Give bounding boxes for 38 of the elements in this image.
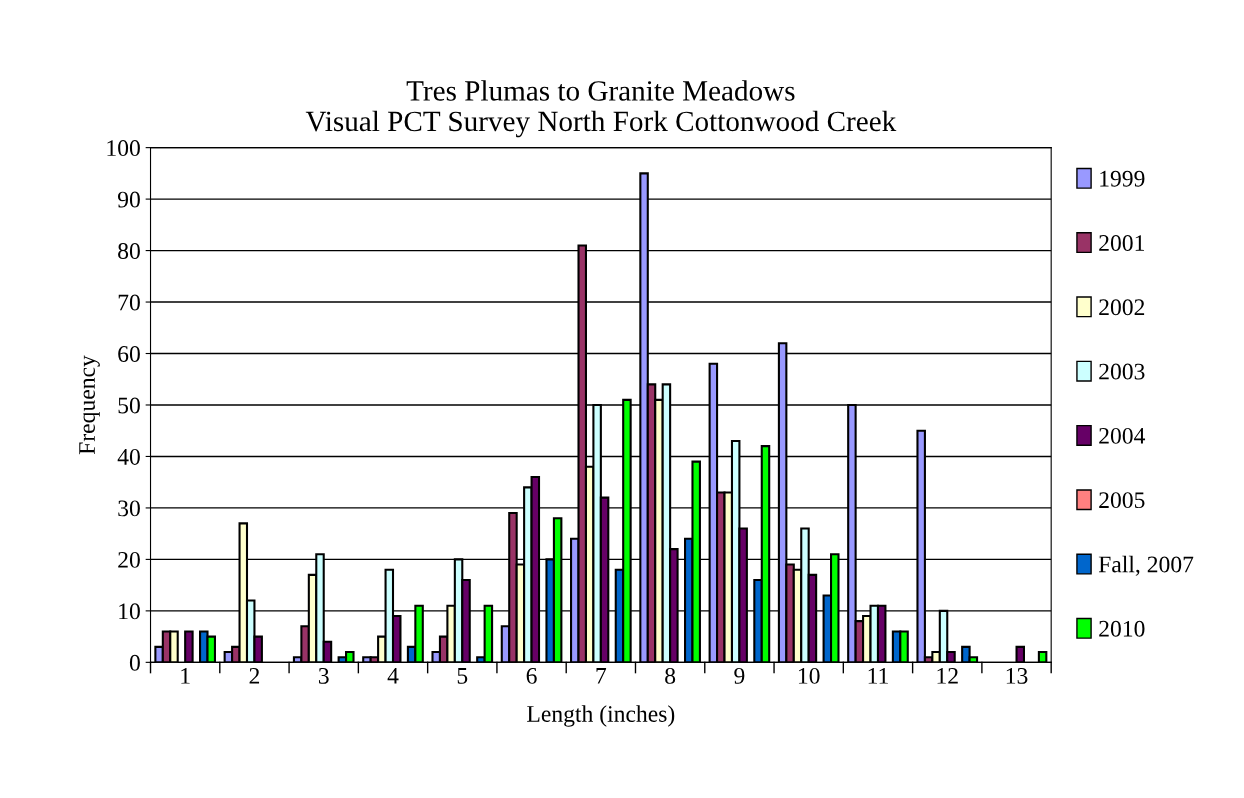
legend-label: Fall, 2007 xyxy=(1098,555,1194,576)
x-tick-label: 2 xyxy=(249,667,260,684)
y-tick-label: 60 xyxy=(118,346,140,362)
legend-label: 2001 xyxy=(1099,235,1144,251)
legend-label: 2010 xyxy=(1099,620,1145,637)
x-tick-label: 13 xyxy=(1006,667,1028,684)
y-tick-label: 10 xyxy=(119,603,140,620)
x-tick-label: 5 xyxy=(457,668,468,684)
chart-title: Tres Plumas to Granite Meadows Visual PCT Survey North Fork Cottonwood Creek xyxy=(305,80,897,138)
x-tick-label: 10 xyxy=(798,667,820,684)
x-axis-title: Length (inches) xyxy=(527,705,675,727)
y-tick-label: 80 xyxy=(118,243,140,259)
x-tick-label: 3 xyxy=(318,667,329,684)
x-tick-label: 7 xyxy=(596,668,607,684)
legend-label: 2005 xyxy=(1099,492,1145,509)
bar xyxy=(184,630,194,663)
x-tick-label: 1 xyxy=(181,668,190,684)
x-tick-label: 9 xyxy=(734,667,745,684)
bar xyxy=(1015,645,1026,663)
legend-label: 2004 xyxy=(1099,427,1146,444)
y-tick-label: 20 xyxy=(118,551,140,568)
y-tick-label: 50 xyxy=(118,397,140,414)
x-tick-label: 12 xyxy=(937,667,958,684)
x-tick-label: 6 xyxy=(526,667,537,684)
x-tick-label: 11 xyxy=(868,668,888,684)
x-tick-label: 8 xyxy=(665,667,676,684)
legend-label: 2002 xyxy=(1099,299,1145,316)
bar xyxy=(1037,651,1048,663)
y-tick-label: 70 xyxy=(118,294,140,311)
y-tick-label: 0 xyxy=(129,654,140,671)
y-tick-label: 90 xyxy=(117,191,140,208)
legend-label: 1999 xyxy=(1100,170,1145,187)
y-tick-label: 40 xyxy=(117,448,140,465)
y-axis-title: Frequency xyxy=(79,355,100,455)
y-tick-label: 100 xyxy=(107,140,140,157)
legend-label: 2003 xyxy=(1099,363,1145,380)
x-tick-label: 4 xyxy=(387,668,399,684)
y-tick-label: 30 xyxy=(118,500,140,517)
